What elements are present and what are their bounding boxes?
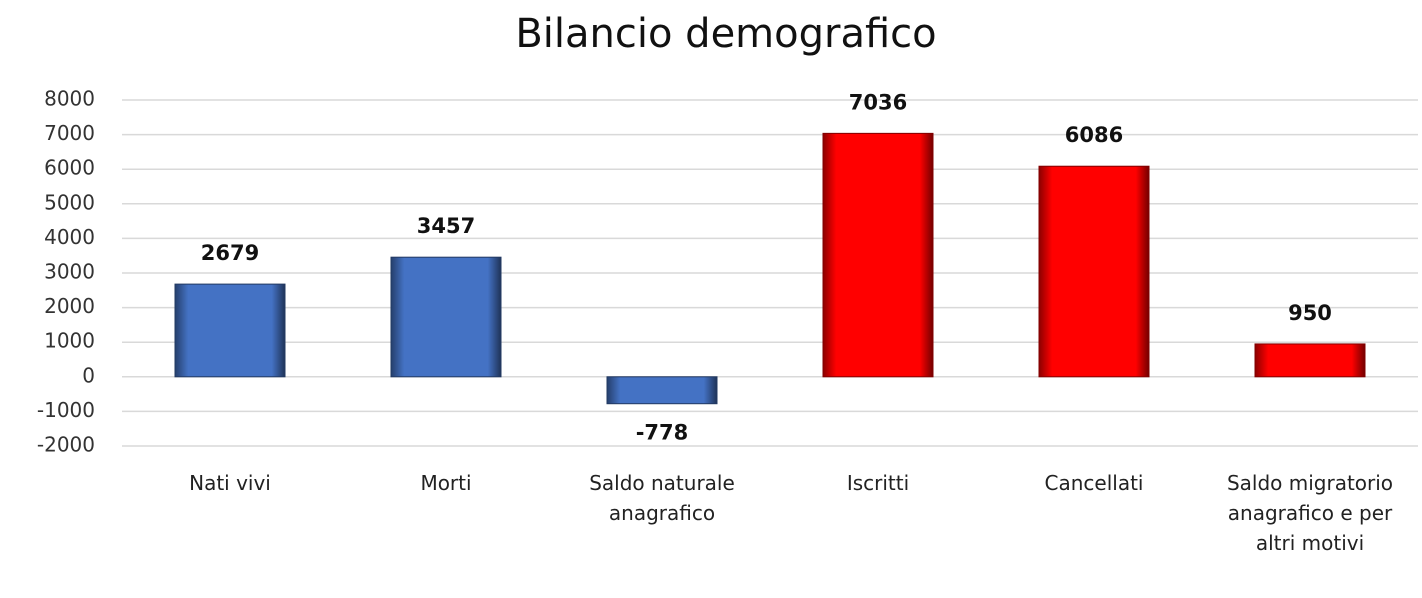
y-tick-label: 1000 [44,329,95,353]
value-label: 3457 [417,214,475,238]
y-tick-label: -2000 [37,433,95,457]
x-tick-label-box: Nati vivi [189,471,271,495]
y-tick-label: 7000 [44,121,95,145]
y-tick-label: 3000 [44,260,95,284]
value-label: 2679 [201,241,259,265]
y-tick-label: 6000 [44,156,95,180]
bar [390,256,502,378]
y-tick-label: 8000 [44,87,95,111]
x-tick-label-box: Saldo naturale anagrafico [589,471,735,525]
value-label: 7036 [849,90,907,114]
bar [1038,165,1150,378]
x-tick-label-box: Morti [420,471,472,495]
y-tick-label: 4000 [44,225,95,249]
bar [822,132,934,378]
x-tick-label: Morti [420,471,472,495]
y-tick-label: -1000 [37,398,95,422]
value-label: 950 [1288,301,1332,325]
x-tick-label: Saldo naturale anagrafico [589,471,735,525]
x-tick-label: Saldo migratorio anagrafico e per altri … [1226,471,1394,555]
x-tick-label: Cancellati [1044,471,1144,495]
x-tick-label: Iscritti [846,471,910,495]
chart-title: Bilancio demografico [515,11,936,57]
bar [606,376,718,405]
bar [174,283,286,378]
bar [1254,343,1366,378]
value-label: -778 [636,421,689,445]
x-tick-label-box: Saldo migratorio anagrafico e per altri … [1226,471,1394,555]
x-tick-label: Nati vivi [189,471,271,495]
y-tick-label: 5000 [44,190,95,214]
x-tick-label-box: Cancellati [1044,471,1144,495]
y-tick-label: 0 [82,363,95,387]
x-tick-label-box: Iscritti [846,471,910,495]
value-label: 6086 [1065,123,1123,147]
y-tick-label: 2000 [44,294,95,318]
